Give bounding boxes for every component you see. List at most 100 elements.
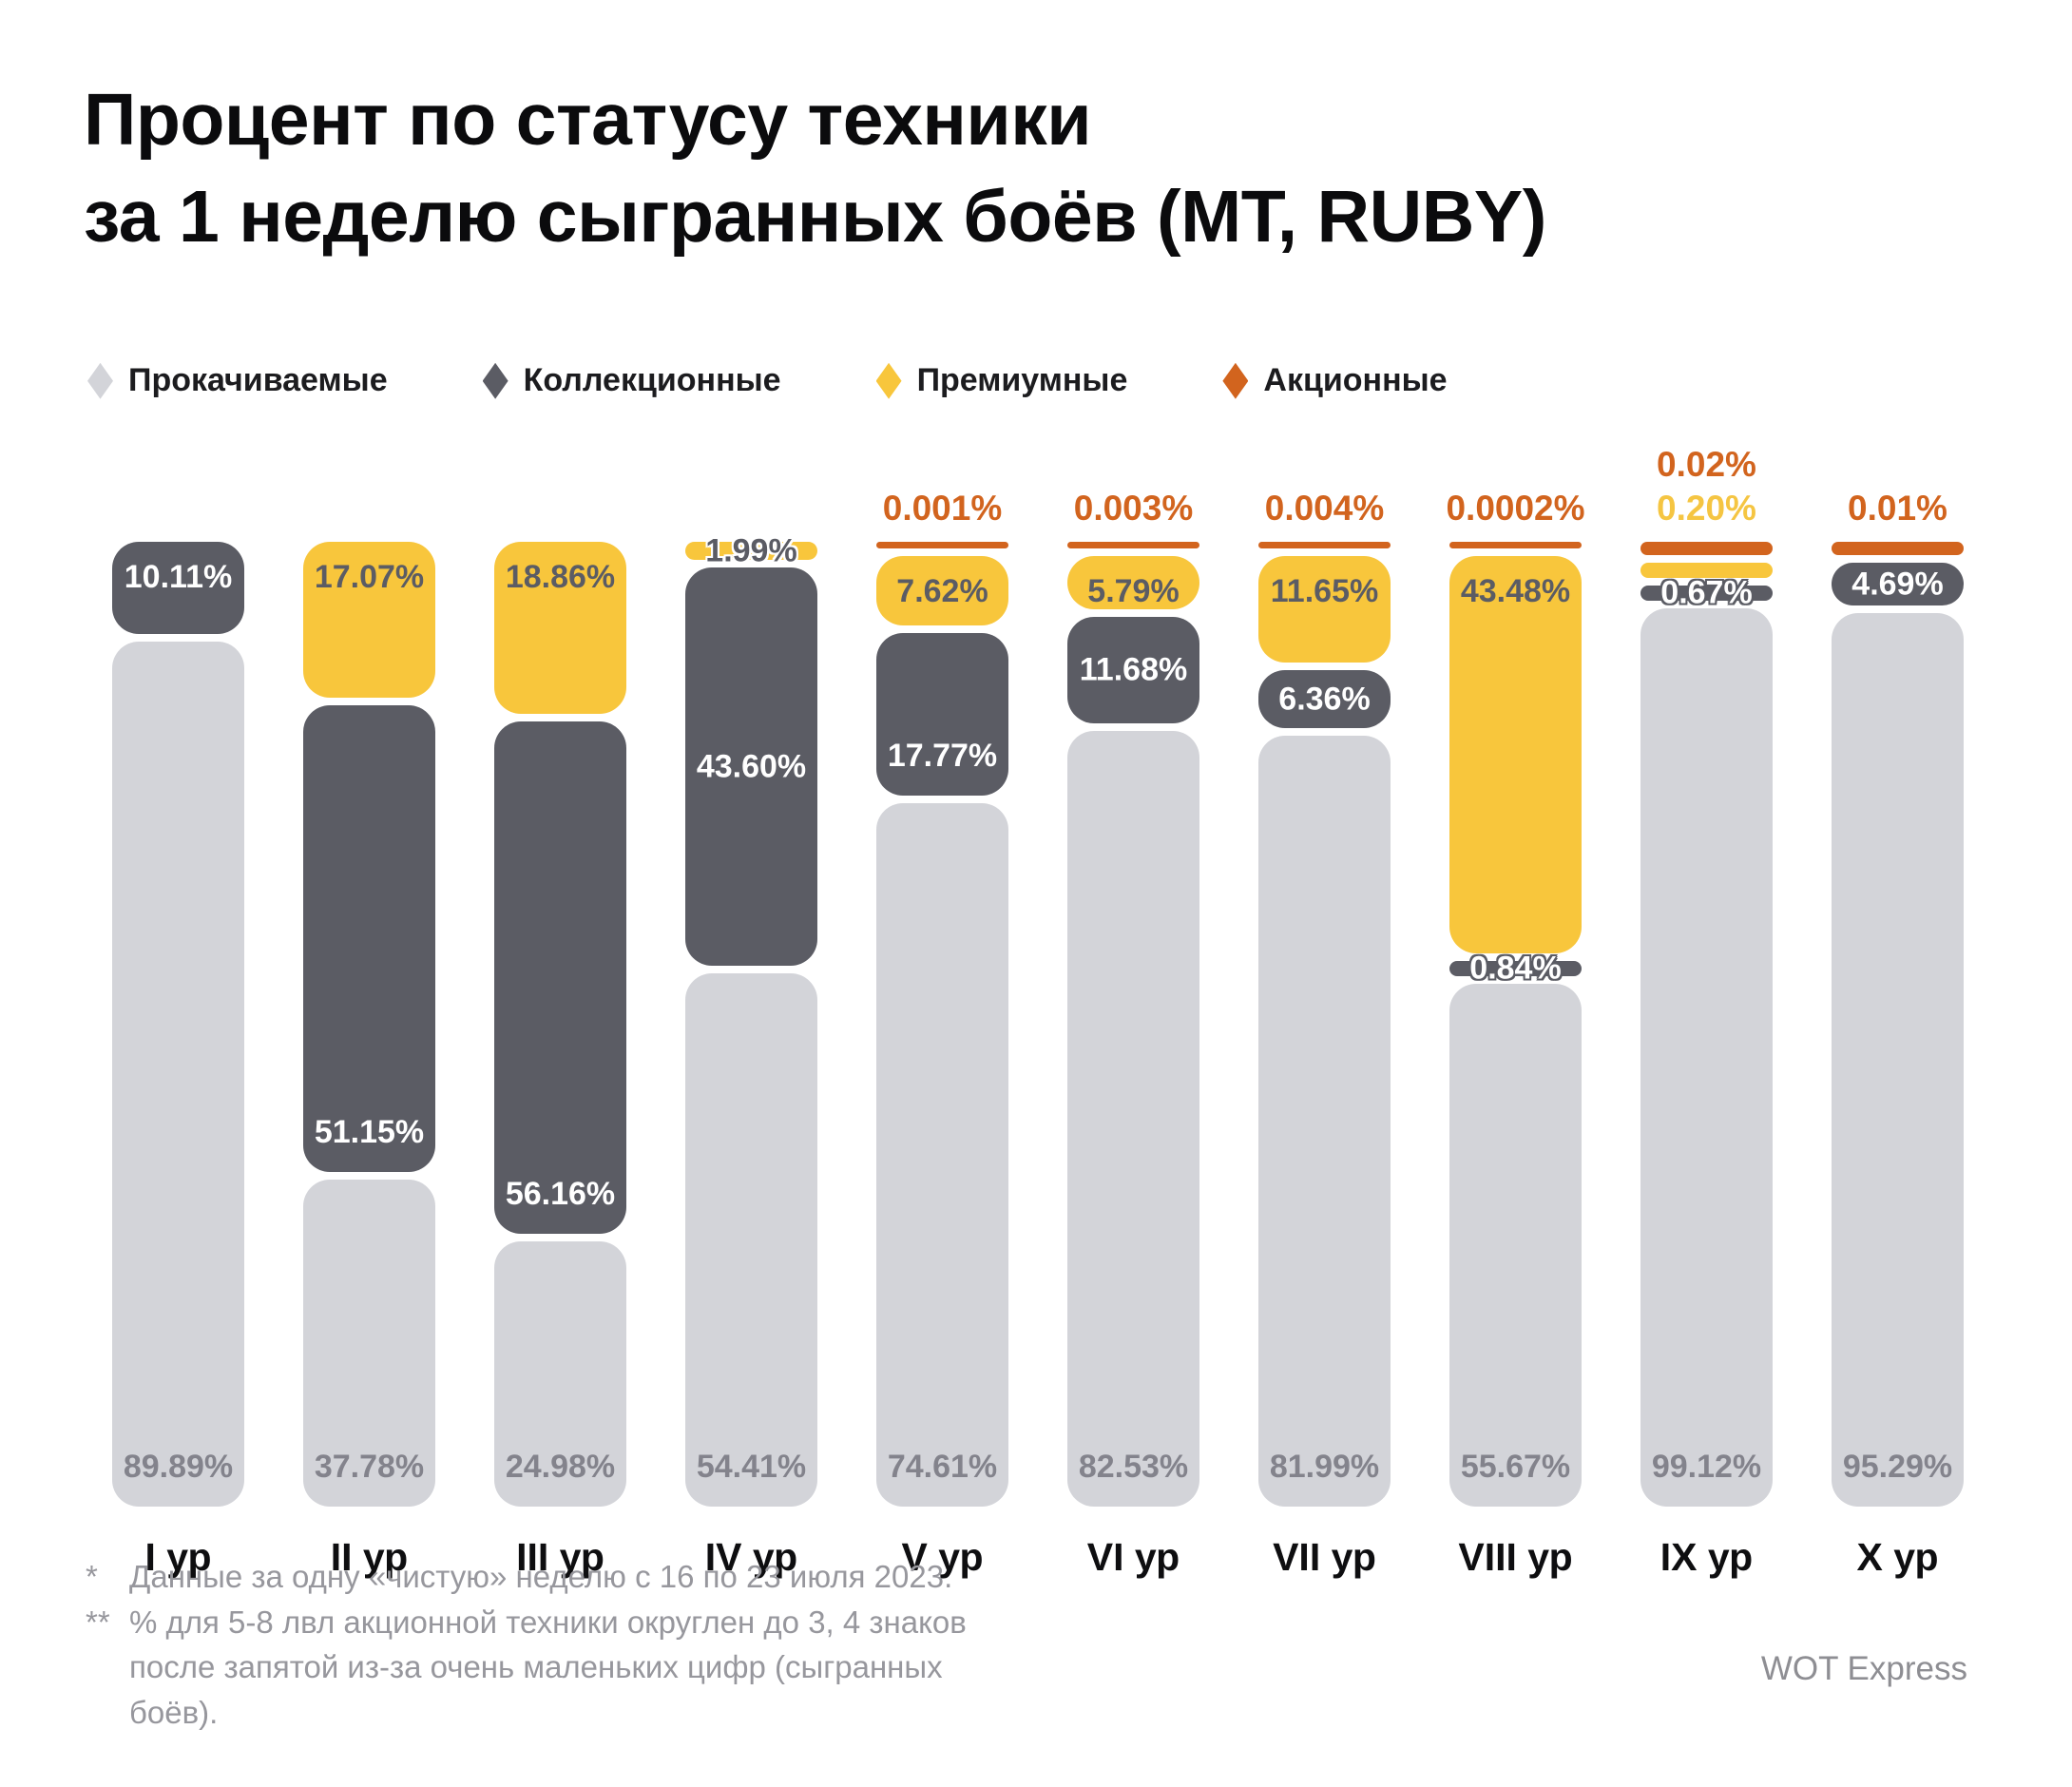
above-label-premium: 0.20% [1657, 488, 1756, 528]
bar-column: 10.11% 89.89% [112, 542, 244, 1508]
segment-research: 55.67% [1449, 983, 1582, 1508]
segment-value-label: 18.86% [505, 559, 616, 596]
segment-value-label: 37.78% [314, 1449, 425, 1486]
diamond-icon [1222, 362, 1249, 399]
segment-premium: 18.86% [494, 542, 626, 715]
segment-value-label: 11.65% [1270, 573, 1379, 610]
segment-research: 37.78% [303, 1180, 435, 1508]
segment-action [1067, 542, 1199, 549]
above-bar-labels: 0.001% [883, 488, 1003, 529]
above-bar-labels: 0.004% [1265, 488, 1385, 529]
bar-column: 0.01% 4.69% 95.29% [1832, 489, 1964, 1508]
segment-premium: 1.99% [685, 532, 817, 568]
footnote-row: * Данные за одну «чистую» неделю с 16 по … [86, 1554, 1988, 1600]
segment-research: 99.12% [1640, 608, 1773, 1508]
segment-value-label: 95.29% [1842, 1449, 1953, 1486]
diamond-icon [87, 362, 113, 399]
segment-value-label: 54.41% [696, 1449, 807, 1486]
segment-research: 89.89% [112, 642, 244, 1508]
segment-action [1832, 542, 1964, 556]
segment-collection: 51.15% [303, 705, 435, 1173]
segment-collection: 56.16% [494, 721, 626, 1235]
segment-research: 81.99% [1258, 736, 1391, 1508]
segment-value-label: 56.16% [505, 1176, 616, 1213]
above-label-action: 0.004% [1264, 488, 1385, 528]
segment-value-label: 10.11% [124, 559, 233, 596]
legend-label: Акционные [1263, 362, 1448, 399]
bar-X ур: 0.01% 4.69% 95.29% X ур [1832, 489, 1964, 1579]
segment-research: 82.53% [1067, 730, 1199, 1508]
segment-premium: 11.65% [1258, 556, 1391, 663]
tier-label: IX ур [1660, 1535, 1754, 1580]
segment-value-label: 17.77% [887, 737, 998, 774]
segment-collection: 6.36% [1258, 670, 1391, 729]
bar-column: 1.99% 43.60% 54.41% [685, 532, 817, 1508]
legend-label: Коллекционные [523, 362, 781, 399]
segment-action [1640, 542, 1773, 556]
above-label-action: 0.0002% [1446, 488, 1585, 528]
bar-column: 0.003% 5.79% 11.68% 82.53% [1067, 489, 1199, 1508]
tier-label: I ур [144, 1535, 212, 1580]
above-bar-labels: 0.02% 0.20% [1657, 444, 1756, 528]
segment-action [876, 542, 1008, 549]
tier-label: III ур [516, 1535, 604, 1580]
segment-collection: 0.67% [1640, 575, 1773, 611]
segment-premium: 7.62% [876, 556, 1008, 626]
segment-value-label: 4.69% [1851, 566, 1944, 603]
segment-value-label: 82.53% [1078, 1449, 1189, 1486]
footnote-marker: ** [86, 1604, 110, 1640]
segment-value-label: 11.68% [1079, 651, 1188, 688]
footnote-row: ** % для 5-8 лвл акционной техники округл… [86, 1600, 1988, 1736]
above-label-action: 0.01% [1848, 488, 1947, 528]
segment-premium: 43.48% [1449, 556, 1582, 953]
bar-column: 17.07% 51.15% 37.78% [303, 542, 435, 1508]
legend-item-premium: Премиумные [875, 362, 1128, 399]
bar-column: 0.004% 11.65% 6.36% 81.99% [1258, 489, 1391, 1508]
legend-label: Премиумные [916, 362, 1128, 399]
tier-label: V ур [901, 1535, 984, 1580]
bar-column: 0.02% 0.20% 0.67% 99.12% [1640, 445, 1773, 1508]
segment-research: 74.61% [876, 802, 1008, 1508]
bar-VII ур: 0.004% 11.65% 6.36% 81.99% VII ур [1258, 489, 1391, 1579]
footnote-text: Данные за одну «чистую» неделю с 16 по 2… [129, 1559, 953, 1595]
segment-value-label: 89.89% [123, 1449, 234, 1486]
above-label-action: 0.003% [1073, 488, 1194, 528]
segment-collection: 43.60% [685, 567, 817, 966]
segment-value-label: 51.15% [314, 1114, 425, 1151]
bar-III ур: 18.86% 56.16% 24.98% III ур [494, 542, 626, 1579]
segment-value-label: 0.84% [1469, 950, 1562, 987]
segment-premium: 5.79% [1067, 556, 1199, 609]
above-bar-labels: 0.003% [1074, 488, 1194, 529]
segment-value-label: 55.67% [1460, 1449, 1571, 1486]
above-label-action: 0.02% [1657, 444, 1756, 484]
bar-column: 0.0002% 43.48% 0.84% 55.67% [1446, 489, 1585, 1508]
segment-value-label: 74.61% [887, 1449, 998, 1486]
segment-premium [1640, 563, 1773, 579]
segment-action [1449, 542, 1582, 549]
segment-value-label: 17.07% [314, 559, 425, 596]
tier-label: IV ур [704, 1535, 798, 1580]
diamond-icon [875, 362, 902, 399]
diamond-icon [482, 362, 508, 399]
tier-label: VI ур [1086, 1535, 1180, 1580]
tier-label: VII ур [1273, 1535, 1376, 1580]
page-title-line1: Процент по статусу техники [84, 79, 1092, 161]
segment-value-label: 5.79% [1087, 573, 1180, 610]
stacked-bar-chart: 10.11% 89.89% I ур 17.07% 51.15% 37.78% II ур 1… [112, 445, 2072, 1580]
segment-collection: 0.84% [1449, 950, 1582, 986]
bar-VIII ур: 0.0002% 43.48% 0.84% 55.67% VIII ур [1446, 489, 1585, 1580]
bar-V ур: 0.001% 7.62% 17.77% 74.61% V ур [876, 489, 1008, 1579]
bar-VI ур: 0.003% 5.79% 11.68% 82.53% VI ур [1067, 489, 1199, 1579]
segment-collection: 11.68% [1067, 616, 1199, 723]
page-title: Процент по статусу техники за 1 неделю с… [84, 72, 1988, 265]
tier-label: VIII ур [1458, 1535, 1573, 1580]
segment-research: 54.41% [685, 972, 817, 1508]
segment-value-label: 7.62% [896, 573, 988, 610]
segment-value-label: 1.99% [705, 532, 797, 569]
legend-item-research: Прокачиваемые [87, 362, 388, 399]
segment-value-label: 24.98% [505, 1449, 616, 1486]
bar-IX ур: 0.02% 0.20% 0.67% 99.12% IX ур [1640, 445, 1773, 1579]
bar-column: 18.86% 56.16% 24.98% [494, 542, 626, 1508]
above-bar-labels: 0.0002% [1446, 488, 1584, 529]
segment-collection: 17.77% [876, 633, 1008, 796]
